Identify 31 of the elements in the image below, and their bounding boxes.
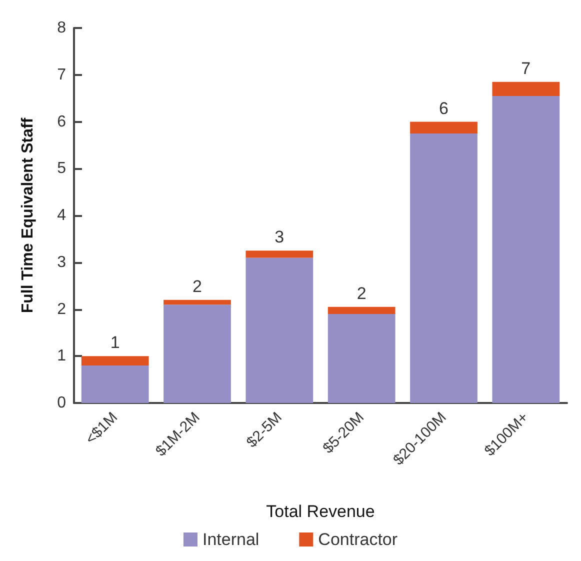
bar [328,306,396,314]
y-tick-label: 7 [57,66,66,84]
bar [164,300,231,305]
bar [492,82,560,96]
total-label: 2 [192,276,202,296]
total-label: 3 [274,228,284,247]
y-tick-label: 2 [57,300,66,318]
bar [164,304,231,403]
y-axis-title: Full Time Equivalent Staff [20,117,36,314]
bar [81,356,149,366]
total-label: 2 [356,284,366,303]
y-tick-label: 0 [57,394,66,412]
y-tick-label: 3 [57,254,66,271]
total-label: 7 [521,58,531,78]
y-tick-label: 5 [57,160,66,178]
legend-label: Internal [202,530,260,549]
x-axis-title: Total Revenue [266,502,375,521]
bar [410,133,478,403]
bar [246,258,314,403]
legend-label: Contractor [318,530,398,549]
total-label: 1 [110,333,120,352]
total-label: 6 [439,98,448,118]
y-tick-label: 8 [57,20,66,36]
y-tick-label: 4 [57,207,66,224]
bar [246,250,314,258]
bar [328,314,396,403]
bar [81,366,149,403]
bar [410,122,478,134]
y-tick-label: 6 [57,113,66,130]
y-tick-label: 1 [57,348,66,365]
bar [492,96,560,403]
